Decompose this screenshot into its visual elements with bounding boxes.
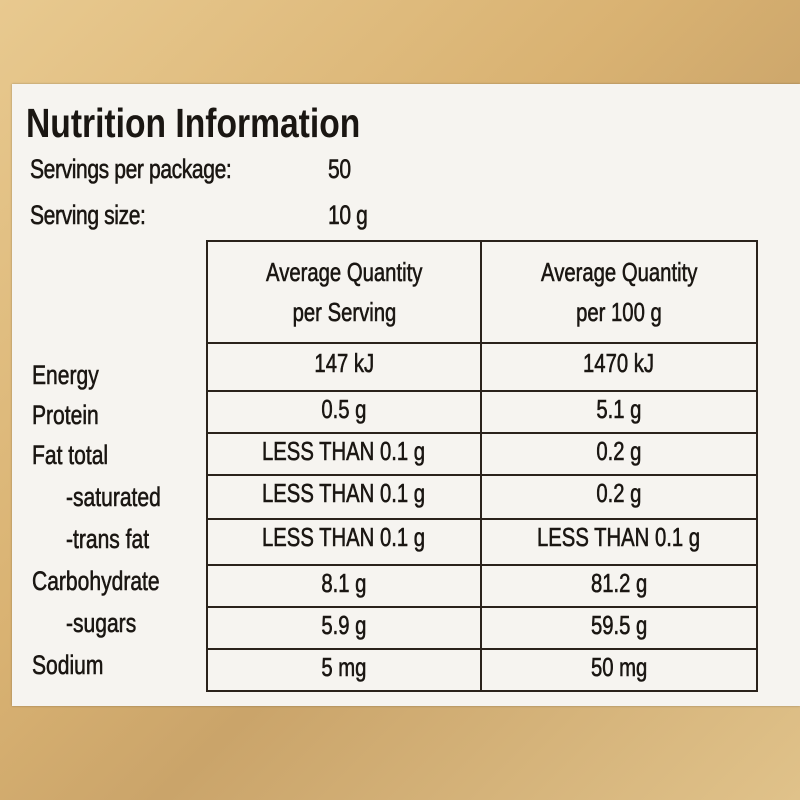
column-header-per-serving: Average Quantity per Serving	[208, 252, 480, 332]
servings-per-package-value: 50	[328, 154, 352, 185]
table-row-divider	[206, 390, 758, 392]
table-row-divider	[206, 648, 758, 650]
table-border-right	[756, 240, 758, 692]
value-sodium-per-serving: 5 mg	[321, 652, 367, 683]
table-column-divider	[480, 240, 482, 692]
row-label-fat-total: Fat total	[32, 440, 109, 471]
value-sugars-per-serving: 5.9 g	[321, 610, 367, 641]
row-label-energy: Energy	[32, 360, 99, 391]
value-energy-per-100g: 1470 kJ	[583, 348, 655, 379]
nutrition-label-panel	[12, 84, 800, 706]
column-header-per-100g: Average Quantity per 100 g	[482, 252, 756, 332]
value-carbohydrate-per-100g: 81.2 g	[590, 568, 648, 599]
value-protein-per-serving: 0.5 g	[321, 394, 367, 425]
serving-size-label: Serving size:	[30, 200, 146, 231]
page-title: Nutrition Information	[26, 100, 361, 146]
value-trans-fat-per-serving: LESS THAN 0.1 g	[262, 522, 426, 553]
table-border-left	[206, 240, 208, 692]
servings-per-package-label: Servings per package:	[30, 154, 232, 185]
table-row-divider	[206, 432, 758, 434]
value-saturated-per-100g: 0.2 g	[596, 478, 642, 509]
table-row-divider	[206, 518, 758, 520]
value-sodium-per-100g: 50 mg	[590, 652, 648, 683]
row-label-sodium: Sodium	[32, 650, 104, 681]
value-carbohydrate-per-serving: 8.1 g	[321, 568, 367, 599]
row-label-saturated: -saturated	[66, 482, 161, 513]
header-line: per 100 g	[576, 297, 662, 328]
table-row-divider	[206, 564, 758, 566]
table-row-divider	[206, 606, 758, 608]
value-saturated-per-serving: LESS THAN 0.1 g	[262, 478, 426, 509]
header-line: per Serving	[292, 297, 396, 328]
table-row-divider	[206, 474, 758, 476]
table-border-top	[206, 240, 758, 242]
table-border-bottom	[206, 690, 758, 692]
value-sugars-per-100g: 59.5 g	[590, 610, 648, 641]
header-line: Average Quantity	[540, 257, 698, 288]
value-fat-total-per-100g: 0.2 g	[596, 436, 642, 467]
row-label-carbohydrate: Carbohydrate	[32, 566, 160, 597]
row-label-sugars: -sugars	[66, 608, 137, 639]
table-row-divider	[206, 342, 758, 344]
row-label-protein: Protein	[32, 400, 99, 431]
header-line: Average Quantity	[265, 257, 423, 288]
value-energy-per-serving: 147 kJ	[314, 348, 374, 379]
row-label-trans-fat: -trans fat	[66, 524, 150, 555]
value-protein-per-100g: 5.1 g	[596, 394, 642, 425]
value-fat-total-per-serving: LESS THAN 0.1 g	[262, 436, 426, 467]
serving-size-value: 10 g	[328, 200, 368, 231]
value-trans-fat-per-100g: LESS THAN 0.1 g	[537, 522, 701, 553]
